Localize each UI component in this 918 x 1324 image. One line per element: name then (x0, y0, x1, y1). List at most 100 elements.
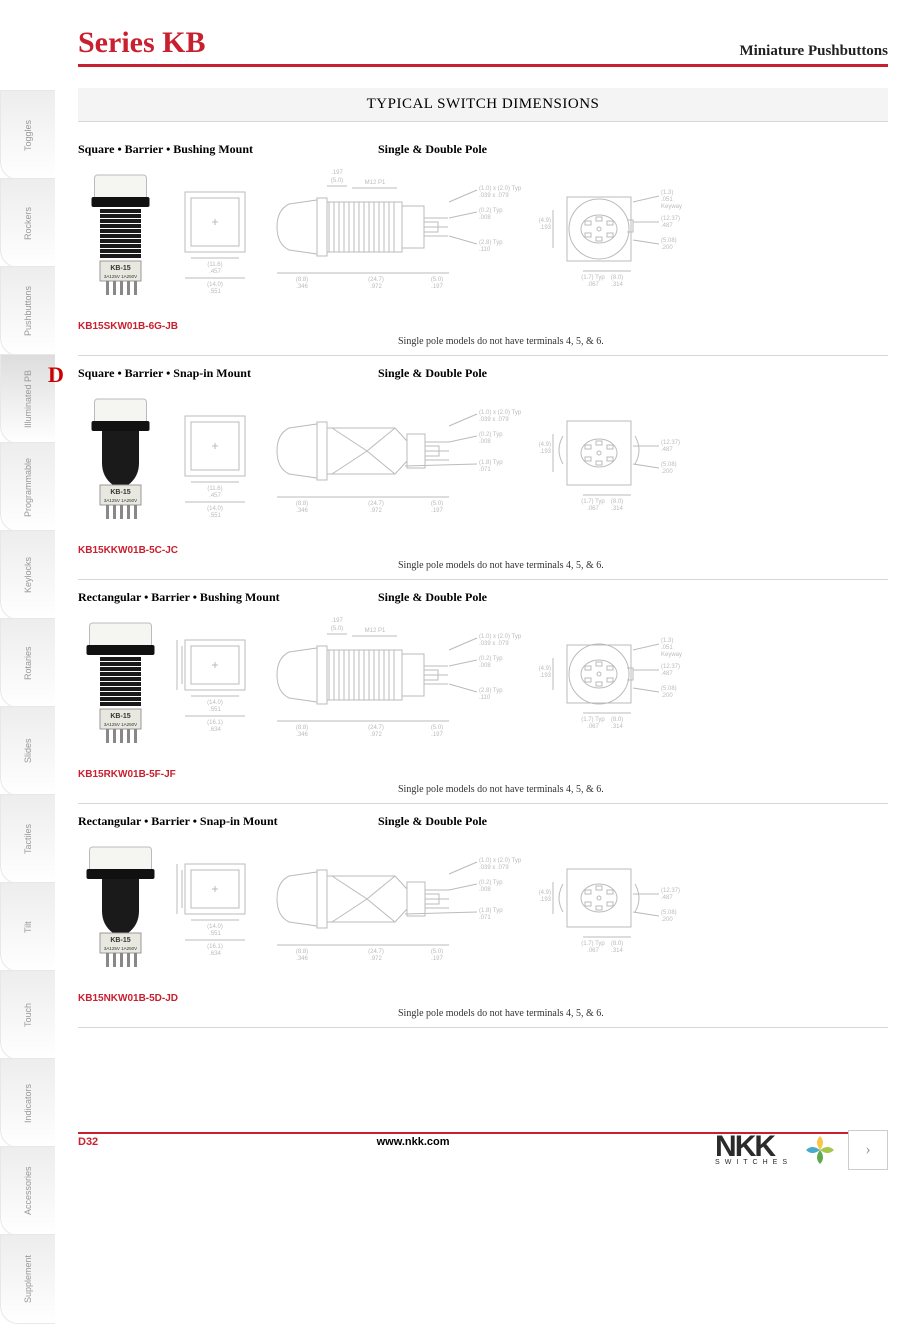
svg-text:Keyway: Keyway (661, 652, 682, 658)
side-tab-touch[interactable]: Touch (0, 970, 55, 1060)
side-tab-accessories[interactable]: Accessories (0, 1146, 55, 1236)
svg-text:(8.8): (8.8) (296, 501, 308, 507)
svg-text:(12.37): (12.37) (661, 440, 680, 446)
dimension-row: Square • Barrier • Snap-in Mount Single … (78, 356, 888, 580)
svg-text:.634: .634 (209, 727, 221, 733)
svg-text:KB-15: KB-15 (110, 265, 130, 272)
svg-text:(1.0) x (2.0) Typ: (1.0) x (2.0) Typ (479, 634, 522, 640)
part-number: KB15KKW01B-5C-JC (78, 545, 378, 556)
svg-text:(5.08): (5.08) (661, 462, 677, 468)
svg-text:.551: .551 (209, 289, 221, 295)
svg-text:(14.0): (14.0) (207, 506, 223, 512)
dimension-row: Square • Barrier • Bushing Mount Single … (78, 132, 888, 356)
side-tab-keylocks[interactable]: Keylocks (0, 530, 55, 620)
svg-text:(2.8) Typ: (2.8) Typ (479, 240, 503, 246)
front-view-drawing: (14.0) .551 (11.6) .457 (14.0) .551 (16.… (175, 839, 255, 989)
part-number: KB15NKW01B-5D-JD (78, 993, 378, 1004)
section-title: TYPICAL SWITCH DIMENSIONS (78, 88, 888, 122)
svg-text:.067: .067 (587, 948, 599, 954)
svg-text:.457: .457 (175, 687, 176, 693)
svg-text:(0.2) Typ: (0.2) Typ (479, 656, 503, 662)
flower-icon (804, 1134, 836, 1166)
next-page-button[interactable]: › (848, 1130, 888, 1170)
svg-text:(16.1): (16.1) (207, 720, 223, 726)
svg-text:.457: .457 (209, 493, 221, 499)
svg-text:.314: .314 (611, 282, 623, 288)
svg-text:.200: .200 (661, 469, 673, 475)
side-view-drawing: (1.0) x (2.0) Typ .039 x .079 (0.2) Typ … (267, 391, 527, 541)
front-view-drawing: (14.0) .551 (11.6) .457 (14.0) .551 (16.… (175, 615, 255, 765)
row-note: Single pole models do not have terminals… (78, 1008, 888, 1019)
svg-text:.457: .457 (209, 269, 221, 275)
svg-text:Keyway: Keyway (661, 204, 682, 210)
svg-text:.067: .067 (587, 724, 599, 730)
svg-text:.197: .197 (431, 732, 443, 738)
svg-text:.110: .110 (479, 695, 491, 701)
header-subtitle: Miniature Pushbuttons (739, 43, 888, 60)
svg-text:(24.7): (24.7) (368, 949, 384, 955)
svg-text:(5.08): (5.08) (661, 686, 677, 692)
svg-text:.039 x .079: .039 x .079 (479, 417, 509, 423)
side-tab-toggles[interactable]: Toggles (0, 90, 55, 180)
svg-text:(0.2) Typ: (0.2) Typ (479, 880, 503, 886)
svg-text:(0.2) Typ: (0.2) Typ (479, 432, 503, 438)
front-view-drawing: (11.6) .457 (14.0) .551 (175, 167, 255, 317)
svg-text:M12 P1: M12 P1 (365, 180, 386, 186)
nkk-logo: NKK SWITCHES (715, 1135, 792, 1166)
svg-text:3A125V 1A250V: 3A125V 1A250V (104, 274, 137, 279)
svg-text:(5.0): (5.0) (331, 178, 343, 184)
svg-text:(5.0): (5.0) (431, 277, 443, 283)
svg-text:(4.9): (4.9) (539, 890, 551, 896)
svg-text:(1.7) Typ: (1.7) Typ (581, 275, 605, 281)
side-tab-tilt[interactable]: Tilt (0, 882, 55, 972)
side-tab-rockers[interactable]: Rockers (0, 178, 55, 268)
svg-text:.067: .067 (587, 506, 599, 512)
part-number: KB15SKW01B-6G-JB (78, 321, 378, 332)
logo-text: NKK (715, 1135, 792, 1159)
svg-text:.193: .193 (539, 449, 551, 455)
row-note: Single pole models do not have terminals… (78, 784, 888, 795)
product-photo: KB-15 3A125V 1A250V (78, 839, 163, 989)
front-view-drawing: (11.6) .457 (14.0) .551 (175, 391, 255, 541)
svg-text:(2.8) Typ: (2.8) Typ (479, 688, 503, 694)
svg-text:.200: .200 (661, 693, 673, 699)
side-tab-programmable[interactable]: Programmable (0, 442, 55, 532)
svg-text:.551: .551 (209, 513, 221, 519)
rear-view-drawing: (4.9) .193 (12.37) .487 (5.08) .200 (1.7… (539, 839, 689, 989)
svg-text:.487: .487 (661, 895, 673, 901)
side-tabs: TogglesRockersPushbuttonsIlluminated PBP… (0, 90, 55, 1322)
side-tab-indicators[interactable]: Indicators (0, 1058, 55, 1148)
svg-text:(14.0): (14.0) (207, 282, 223, 288)
side-tab-rotaries[interactable]: Rotaries (0, 618, 55, 708)
row-right-heading: Single & Double Pole (378, 814, 487, 829)
svg-text:.551: .551 (209, 707, 221, 713)
svg-text:.071: .071 (479, 467, 491, 473)
svg-text:.346: .346 (296, 508, 308, 514)
side-tab-pushbuttons[interactable]: Pushbuttons (0, 266, 55, 356)
side-tab-supplement[interactable]: Supplement (0, 1234, 55, 1324)
svg-text:.008: .008 (479, 215, 491, 221)
svg-text:(14.0): (14.0) (207, 924, 223, 930)
svg-text:.039 x .079: .039 x .079 (479, 641, 509, 647)
row-right-heading: Single & Double Pole (378, 142, 487, 157)
svg-text:(12.37): (12.37) (661, 216, 680, 222)
svg-text:.197: .197 (431, 956, 443, 962)
svg-text:.314: .314 (611, 506, 623, 512)
svg-text:.008: .008 (479, 439, 491, 445)
svg-text:.346: .346 (296, 732, 308, 738)
product-photo: KB-15 3A125V 1A250V (78, 391, 163, 541)
side-tab-slides[interactable]: Slides (0, 706, 55, 796)
svg-text:.008: .008 (479, 887, 491, 893)
svg-text:(5.08): (5.08) (661, 910, 677, 916)
svg-text:.972: .972 (370, 956, 382, 962)
svg-text:.551: .551 (175, 667, 176, 673)
product-photo: KB-15 3A125V 1A250V (78, 615, 163, 765)
series-title: Series KB (78, 26, 206, 60)
side-tab-illuminated-pb[interactable]: Illuminated PB (0, 354, 55, 444)
svg-text:(14.0): (14.0) (207, 700, 223, 706)
side-tab-tactiles[interactable]: Tactiles (0, 794, 55, 884)
svg-text:.039 x .079: .039 x .079 (479, 865, 509, 871)
svg-text:.634: .634 (209, 951, 221, 957)
svg-text:(1.0) x (2.0) Typ: (1.0) x (2.0) Typ (479, 410, 522, 416)
dimension-row: Rectangular • Barrier • Bushing Mount Si… (78, 580, 888, 804)
